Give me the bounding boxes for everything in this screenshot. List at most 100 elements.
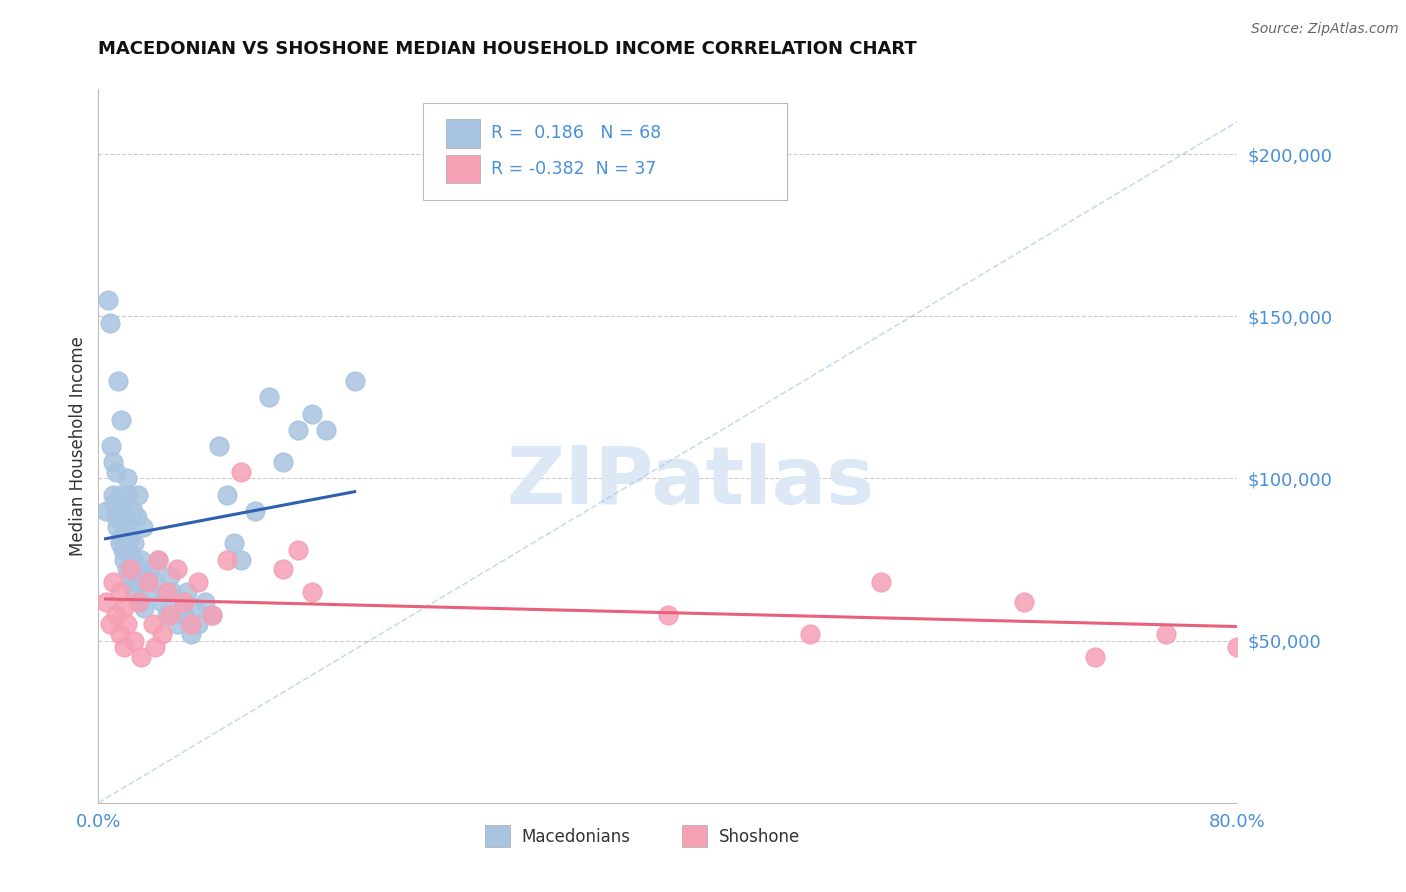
Point xyxy=(152,627,174,641)
Point xyxy=(110,413,132,427)
Point xyxy=(128,595,150,609)
Point xyxy=(112,552,135,566)
Point xyxy=(166,562,188,576)
Point xyxy=(122,585,145,599)
Point xyxy=(120,575,142,590)
Point xyxy=(176,585,198,599)
Point xyxy=(139,562,162,576)
Point xyxy=(104,607,127,622)
Point xyxy=(159,607,181,622)
Point xyxy=(110,530,132,544)
Point xyxy=(301,585,323,599)
Point xyxy=(114,520,136,534)
Point xyxy=(156,585,179,599)
Point xyxy=(159,568,181,582)
Bar xyxy=(446,120,479,148)
Point xyxy=(101,488,124,502)
Point xyxy=(166,617,188,632)
Point xyxy=(287,542,309,557)
Point xyxy=(229,552,252,566)
Point xyxy=(127,595,149,609)
Point xyxy=(115,471,138,485)
Point xyxy=(100,439,122,453)
Point xyxy=(287,423,309,437)
Point xyxy=(229,465,252,479)
Point xyxy=(129,649,152,664)
Point xyxy=(180,627,202,641)
Point xyxy=(162,585,184,599)
FancyBboxPatch shape xyxy=(423,103,787,200)
Y-axis label: Median Household Income: Median Household Income xyxy=(69,336,87,556)
Text: Source: ZipAtlas.com: Source: ZipAtlas.com xyxy=(1251,22,1399,37)
Point xyxy=(111,542,134,557)
Point xyxy=(170,601,193,615)
Point xyxy=(104,465,127,479)
Text: MACEDONIAN VS SHOSHONE MEDIAN HOUSEHOLD INCOME CORRELATION CHART: MACEDONIAN VS SHOSHONE MEDIAN HOUSEHOLD … xyxy=(98,40,917,58)
Point xyxy=(107,374,129,388)
Point xyxy=(101,455,124,469)
Point xyxy=(108,627,131,641)
Point xyxy=(215,488,238,502)
Point xyxy=(343,374,366,388)
Point xyxy=(112,640,135,654)
Point xyxy=(112,601,135,615)
Point xyxy=(657,607,679,622)
Point xyxy=(301,407,323,421)
Point xyxy=(222,536,245,550)
Point xyxy=(98,617,121,632)
Point xyxy=(156,607,179,622)
Point xyxy=(132,601,155,615)
Point xyxy=(98,316,121,330)
Point xyxy=(108,488,131,502)
Point xyxy=(122,633,145,648)
Point xyxy=(129,552,152,566)
Point xyxy=(127,488,149,502)
Point xyxy=(141,617,163,632)
Point xyxy=(173,595,195,609)
Point xyxy=(201,607,224,622)
Point xyxy=(125,510,148,524)
Point xyxy=(870,575,893,590)
Point xyxy=(273,455,295,469)
Point xyxy=(259,390,281,404)
Point xyxy=(184,601,207,615)
Point xyxy=(187,617,209,632)
Point xyxy=(115,617,138,632)
Point xyxy=(1084,649,1107,664)
Text: R =  0.186   N = 68: R = 0.186 N = 68 xyxy=(491,125,662,143)
Point xyxy=(108,585,131,599)
Point xyxy=(108,536,131,550)
Point xyxy=(118,530,141,544)
Point xyxy=(194,595,217,609)
Text: Shoshone: Shoshone xyxy=(718,828,800,846)
Point xyxy=(1226,640,1249,654)
Point xyxy=(117,488,139,502)
Point xyxy=(134,568,156,582)
Point xyxy=(112,510,135,524)
Point xyxy=(152,595,174,609)
Point xyxy=(148,552,170,566)
Point xyxy=(118,568,141,582)
Point xyxy=(1154,627,1177,641)
Point xyxy=(118,562,141,576)
Point xyxy=(104,510,127,524)
Text: R = -0.382  N = 37: R = -0.382 N = 37 xyxy=(491,161,657,178)
Point xyxy=(127,575,149,590)
Point xyxy=(117,542,139,557)
Point xyxy=(315,423,337,437)
Point xyxy=(145,575,167,590)
Point xyxy=(97,293,120,307)
Text: ZIPatlas: ZIPatlas xyxy=(506,442,875,521)
Point xyxy=(111,497,134,511)
Point xyxy=(131,520,153,534)
Bar xyxy=(446,155,479,184)
Point xyxy=(124,562,146,576)
Point xyxy=(187,575,209,590)
Point xyxy=(201,607,224,622)
Point xyxy=(136,575,159,590)
Point xyxy=(101,575,124,590)
Point xyxy=(121,504,143,518)
Point xyxy=(180,617,202,632)
Point xyxy=(136,585,159,599)
Point xyxy=(115,562,138,576)
